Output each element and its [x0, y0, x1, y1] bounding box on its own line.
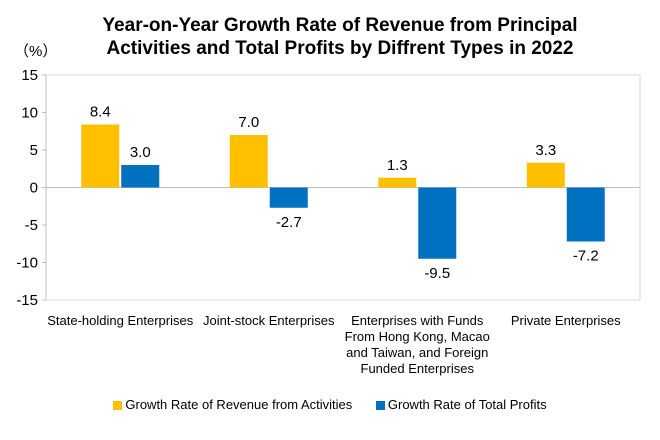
legend-item-profits: Growth Rate of Total Profits	[375, 397, 547, 413]
bars	[81, 124, 605, 259]
y-tick-label: 10	[21, 105, 38, 122]
legend-swatch-revenue	[113, 401, 123, 411]
y-tick-label: -10	[16, 255, 38, 272]
bar-series-0-cat-0	[81, 124, 120, 188]
labels: 8.4 3.0 State-holding Enterprises 7.0 -2.7 Jo…	[47, 104, 621, 377]
y-tick-label: 15	[21, 67, 38, 84]
y-tick-label: -15	[16, 292, 38, 309]
y-unit-label: （%）	[14, 43, 58, 60]
x-category-label: Private Enterprises	[511, 313, 621, 328]
data-label: 8.4	[90, 104, 111, 121]
data-label: -2.7	[276, 214, 302, 231]
chart-title: Year-on-Year Growth Rate of Revenue from…	[102, 15, 578, 59]
bar-series-0-cat-1	[229, 135, 268, 188]
bar-series-1-cat-3	[566, 187, 605, 242]
legend-swatch-profits	[375, 401, 385, 411]
x-category-label: State-holding Enterprises	[47, 313, 193, 328]
y-tick-label: -5	[25, 217, 38, 234]
bar-series-1-cat-2	[418, 187, 457, 259]
data-label: 3.0	[130, 144, 151, 161]
data-label: 7.0	[238, 114, 259, 131]
legend-label-revenue: Growth Rate of Revenue from Activities	[125, 397, 353, 413]
bar-series-0-cat-3	[526, 162, 565, 188]
x-category-label: From Hong Kong, Macao	[345, 329, 490, 344]
bar-series-1-cat-0	[121, 165, 160, 188]
data-label: -9.5	[424, 265, 450, 282]
x-category-label: and Taiwan, and Foreign	[346, 345, 488, 360]
data-label: -7.2	[573, 248, 599, 265]
legend-label-profits: Growth Rate of Total Profits	[387, 397, 547, 413]
x-category-label: Joint-stock Enterprises	[203, 313, 335, 328]
bar-series-0-cat-2	[378, 177, 417, 188]
bar-series-1-cat-1	[269, 187, 308, 208]
y-tick-label: 0	[30, 180, 38, 197]
data-label: 1.3	[387, 157, 408, 174]
x-category-label: Enterprises with Funds	[351, 313, 484, 328]
data-label: 3.3	[535, 142, 556, 159]
legend: Growth Rate of Revenue from Activities G…	[0, 396, 660, 412]
legend-item-revenue: Growth Rate of Revenue from Activities	[113, 397, 352, 412]
y-tick-label: 5	[30, 142, 38, 159]
x-category-label: Funded Enterprises	[361, 361, 475, 376]
axes: 15 10 5 0 -5 -10 -15	[16, 67, 641, 309]
